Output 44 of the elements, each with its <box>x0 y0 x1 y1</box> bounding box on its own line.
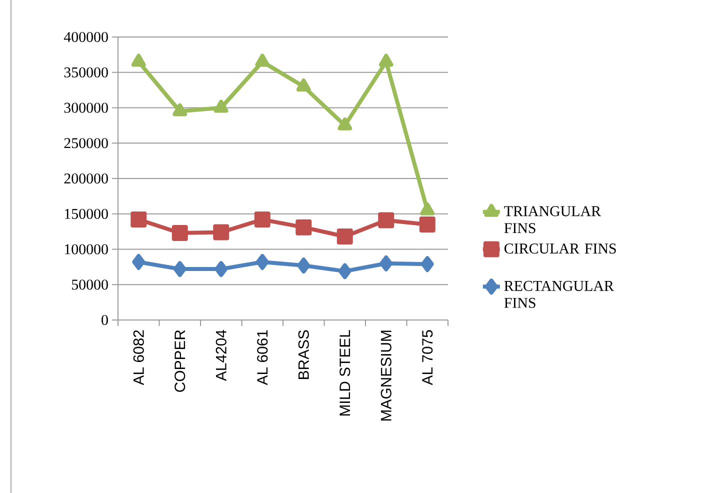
point <box>378 54 394 67</box>
legend-label: CIRCULAR FINS <box>504 244 616 254</box>
point <box>173 261 186 278</box>
point <box>380 255 393 272</box>
y-tick-label: 400000 <box>64 32 108 42</box>
y-tick-label: 300000 <box>64 102 108 113</box>
point <box>296 219 312 236</box>
point <box>338 117 352 130</box>
point <box>336 228 353 245</box>
x-tick-label: MILD STEEL <box>340 330 350 416</box>
x-tick-label: AL4204 <box>216 330 226 382</box>
point <box>214 261 228 278</box>
y-tick-label: 100000 <box>64 244 108 254</box>
y-tick-label: 350000 <box>64 67 108 78</box>
y-tick-label: 0 <box>102 314 108 326</box>
x-tick-label: AL 6082 <box>133 330 144 386</box>
point <box>338 263 352 280</box>
point <box>255 54 270 67</box>
x-tick-label: BRASS <box>298 330 309 379</box>
point <box>214 100 228 113</box>
point <box>420 256 434 272</box>
x-tick-label: MAGNESIUM <box>380 330 392 420</box>
point <box>130 212 147 228</box>
y-tick-label: 50000 <box>72 280 108 290</box>
point <box>256 254 269 270</box>
point <box>213 224 230 240</box>
x-tick-label: AL 6061 <box>257 330 268 386</box>
point <box>378 212 394 228</box>
point <box>420 202 435 216</box>
point <box>172 103 188 116</box>
legend-label: TRIANGULAR FINS <box>504 206 601 234</box>
point <box>132 254 146 270</box>
legend-label: RECTANGULAR FINS <box>504 280 614 308</box>
point <box>131 54 146 67</box>
x-tick-label: AL 7075 <box>422 330 433 386</box>
y-tick-label: 200000 <box>64 173 108 184</box>
point <box>172 224 188 241</box>
x-tick-label: COPPER <box>174 330 186 392</box>
point <box>254 212 270 228</box>
point <box>297 258 310 274</box>
y-tick-label: 150000 <box>64 208 108 219</box>
point <box>296 78 311 92</box>
point <box>419 216 436 232</box>
y-tick-label: 250000 <box>64 138 108 148</box>
